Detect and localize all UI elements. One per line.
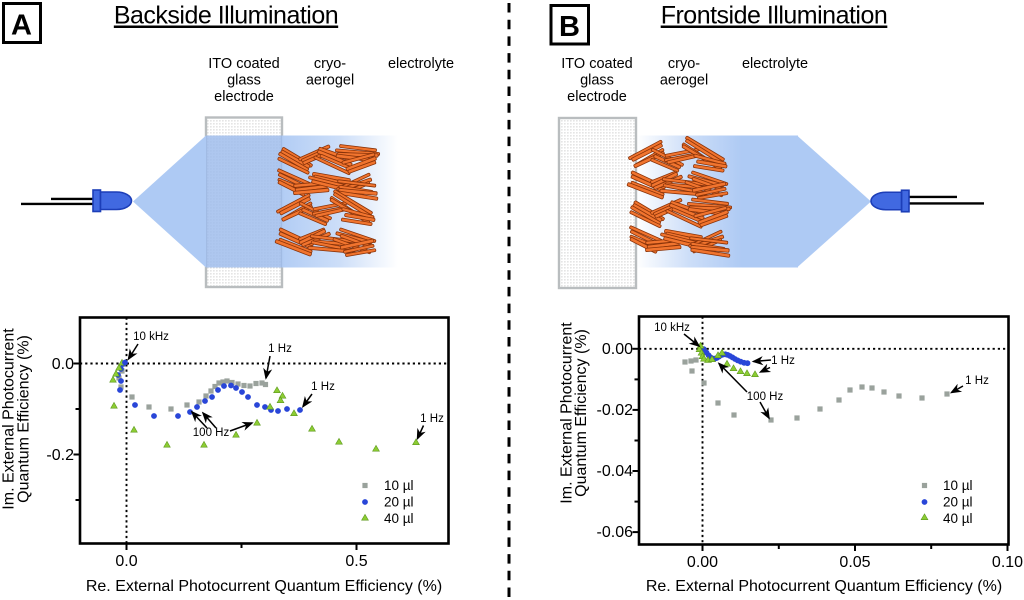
svg-text:Re. External Photocurrent Quan: Re. External Photocurrent Quantum Effici… xyxy=(646,578,1002,595)
svg-text:Backside Illumination: Backside Illumination xyxy=(114,2,338,30)
svg-text:10 µl: 10 µl xyxy=(384,478,414,493)
svg-text:10 µl: 10 µl xyxy=(943,478,973,493)
svg-text:glass: glass xyxy=(227,73,261,89)
svg-text:100 Hz: 100 Hz xyxy=(193,427,230,439)
svg-text:cryo-: cryo- xyxy=(314,56,346,72)
svg-text:aerogel: aerogel xyxy=(660,73,708,89)
svg-text:0.10: 0.10 xyxy=(992,554,1023,571)
svg-text:-0.2: -0.2 xyxy=(46,447,74,464)
svg-text:1 Hz: 1 Hz xyxy=(965,375,989,387)
svg-text:electrolyte: electrolyte xyxy=(742,56,808,72)
svg-text:electrolyte: electrolyte xyxy=(388,56,454,72)
svg-text:0.05: 0.05 xyxy=(839,554,870,571)
svg-text:1 Hz: 1 Hz xyxy=(268,343,292,355)
svg-text:0.0: 0.0 xyxy=(115,553,137,570)
svg-text:ITO coated: ITO coated xyxy=(208,56,279,72)
svg-text:20 µl: 20 µl xyxy=(943,495,973,510)
svg-text:0.0: 0.0 xyxy=(52,356,74,373)
svg-text:10 kHz: 10 kHz xyxy=(133,331,169,343)
svg-text:B: B xyxy=(559,11,580,43)
svg-text:1 Hz: 1 Hz xyxy=(771,355,795,367)
svg-text:Im. External PhotocurrentQuant: Im. External PhotocurrentQuantum Efficie… xyxy=(1,328,33,510)
svg-text:A: A xyxy=(11,10,32,42)
svg-text:-0.02: -0.02 xyxy=(597,402,634,419)
svg-text:Im. External PhotocurrentQuant: Im. External PhotocurrentQuantum Efficie… xyxy=(559,322,591,504)
svg-text:ITO coated: ITO coated xyxy=(561,56,632,72)
svg-text:-0.04: -0.04 xyxy=(597,463,634,480)
svg-text:Frontside Illumination: Frontside Illumination xyxy=(661,2,888,30)
svg-text:10 kHz: 10 kHz xyxy=(654,322,690,334)
svg-text:glass: glass xyxy=(580,73,614,89)
svg-text:20 µl: 20 µl xyxy=(384,495,414,510)
svg-text:-0.06: -0.06 xyxy=(597,524,634,541)
svg-text:40 µl: 40 µl xyxy=(384,511,414,526)
svg-text:40 µl: 40 µl xyxy=(943,511,973,526)
svg-text:0.00: 0.00 xyxy=(687,554,718,571)
svg-text:Re. External Photocurrent Quan: Re. External Photocurrent Quantum Effici… xyxy=(86,578,442,595)
svg-text:aerogel: aerogel xyxy=(306,73,354,89)
svg-text:electrode: electrode xyxy=(567,89,627,105)
svg-text:electrode: electrode xyxy=(214,89,274,105)
svg-text:1 Hz: 1 Hz xyxy=(311,381,335,393)
svg-text:100 Hz: 100 Hz xyxy=(747,391,784,403)
svg-text:cryo-: cryo- xyxy=(668,56,700,72)
svg-text:0.5: 0.5 xyxy=(345,553,367,570)
svg-text:0.00: 0.00 xyxy=(602,341,633,358)
svg-text:1 Hz: 1 Hz xyxy=(420,413,444,425)
